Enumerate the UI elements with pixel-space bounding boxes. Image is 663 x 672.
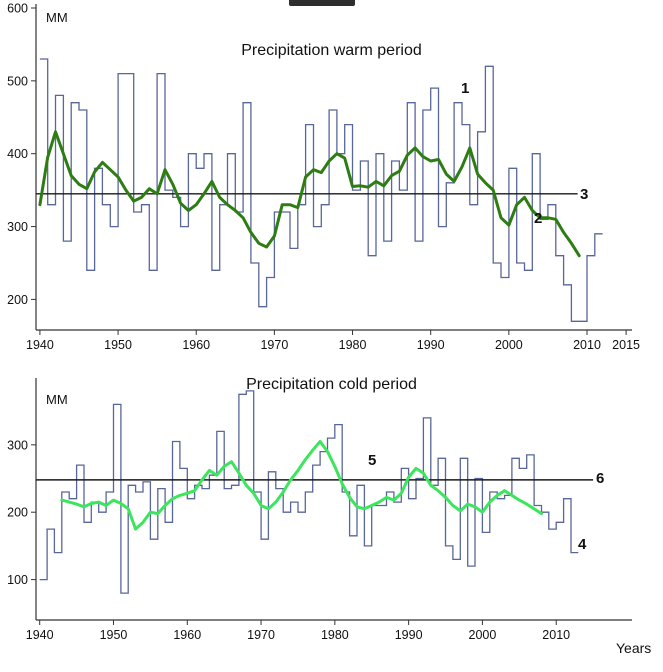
y-tick-label: 100: [7, 573, 28, 587]
y-tick-label: 200: [7, 506, 28, 520]
y-tick-label: 500: [7, 74, 28, 88]
smoothed-series: [38, 130, 581, 258]
warm-unit-label: MM: [46, 10, 68, 25]
x-tick-label: 2000: [495, 338, 523, 352]
x-tick-label: 2010: [573, 338, 601, 352]
x-axis-title: Years: [616, 640, 652, 656]
x-tick-label: 2010: [542, 628, 570, 642]
cropped-text-artifact: [289, 0, 355, 6]
warm-chart-title: Precipitation warm period: [241, 42, 422, 59]
y-tick-label: 200: [7, 293, 28, 307]
x-tick-label: 1950: [100, 628, 128, 642]
warm-chart-canvas: 200 300 400 500 600 1940 1950 1960 1970 1980 1990 2…: [7, 2, 640, 353]
y-tick-label: 300: [7, 220, 28, 234]
warm-annual-series-label: 1: [461, 80, 470, 97]
warm-mean-line-label: 3: [580, 186, 589, 203]
x-tick-label: 1970: [260, 338, 288, 352]
y-tick-label: 600: [7, 2, 28, 16]
cold-annual-series-label: 4: [578, 536, 587, 553]
x-tick-label: 1980: [339, 338, 367, 352]
x-tick-label: 1960: [173, 628, 201, 642]
warm-smoothed-series-label: 2: [534, 210, 543, 227]
cold-unit-label: MM: [46, 392, 68, 407]
y-tick-label: 300: [7, 438, 28, 452]
x-tick-label: 1990: [395, 628, 423, 642]
cold-mean-line-label: 6: [596, 470, 605, 487]
x-tick-label: 1980: [321, 628, 349, 642]
x-tick-label: 1940: [26, 338, 54, 352]
x-tick-label: 2015: [612, 338, 640, 352]
y-tick-label: 400: [7, 147, 28, 161]
x-tick-label: 1960: [182, 338, 210, 352]
x-tick-label: 1990: [417, 338, 445, 352]
smoothed-series: [60, 440, 543, 531]
x-tick-label: 1950: [104, 338, 132, 352]
annual-series: [39, 58, 603, 322]
cold-smoothed-series-label: 5: [368, 452, 377, 469]
annual-series: [39, 390, 579, 594]
x-tick-label: 1970: [247, 628, 275, 642]
x-tick-label: 2000: [469, 628, 497, 642]
cold-chart-title: Precipitation cold period: [246, 376, 417, 393]
cold-chart-canvas: 100 200 300 1940 1950 1960 1970 1980 1990 2000 201…: [7, 378, 632, 642]
x-tick-label: 1940: [26, 628, 54, 642]
